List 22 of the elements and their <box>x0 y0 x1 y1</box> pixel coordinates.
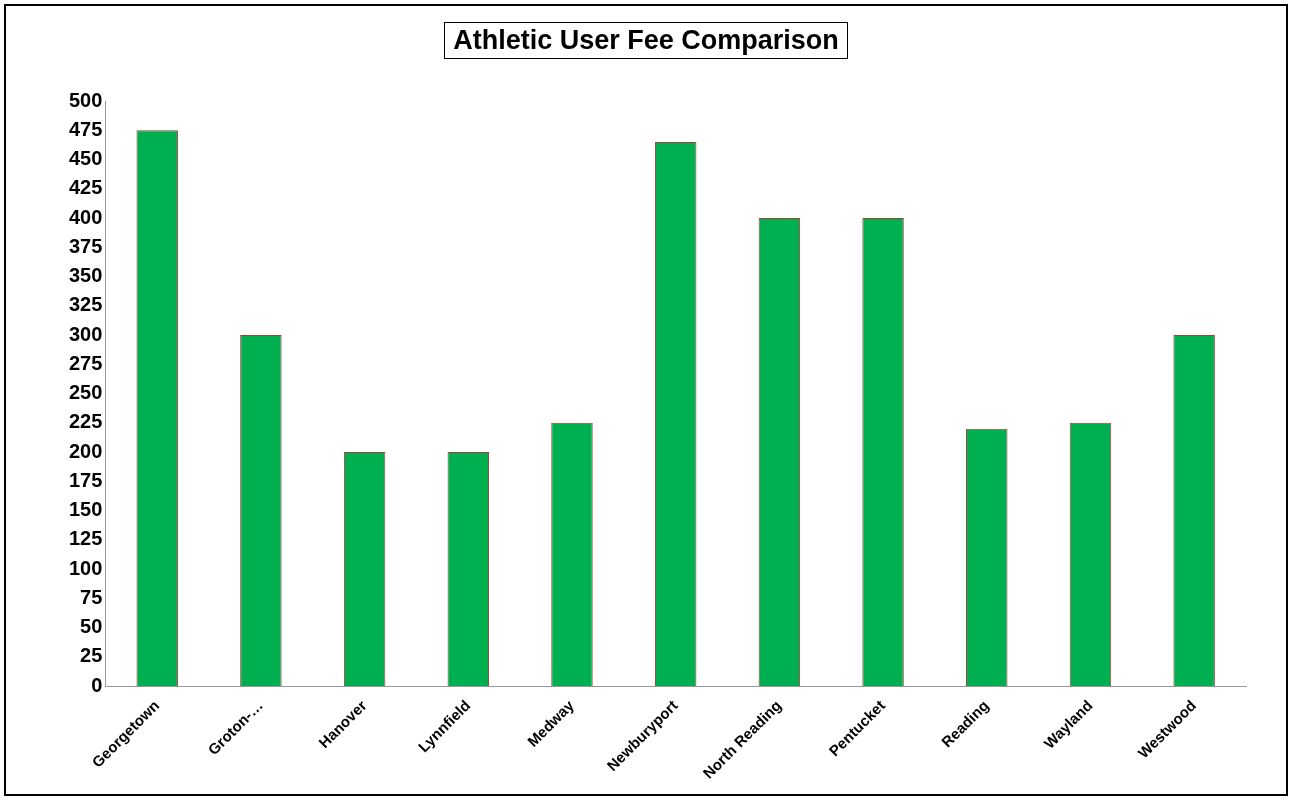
y-tick-label: 100 <box>68 556 103 579</box>
y-tick-label: 150 <box>68 498 103 521</box>
y-tick-label: 300 <box>68 322 103 345</box>
chart-title: Athletic User Fee Comparison <box>444 22 848 59</box>
y-tick-label: 375 <box>68 234 103 257</box>
y-tick-label: 25 <box>80 644 103 667</box>
y-tick-label: 175 <box>68 468 103 491</box>
y-tick-label: 425 <box>68 176 103 199</box>
y-tick-label: 400 <box>68 205 103 228</box>
y-tick-label: 500 <box>68 88 103 111</box>
y-tick-label: 0 <box>91 673 103 696</box>
y-tick-label: 225 <box>68 410 103 433</box>
y-tick-label: 75 <box>80 585 103 608</box>
y-tick-label: 275 <box>68 351 103 374</box>
y-tick-label: 50 <box>80 615 103 638</box>
y-tick-label: 450 <box>68 147 103 170</box>
y-tick-label: 125 <box>68 527 103 550</box>
y-tick-label: 325 <box>68 293 103 316</box>
y-tick-label: 350 <box>68 264 103 287</box>
y-tick-label: 475 <box>68 117 103 140</box>
y-tick-label: 200 <box>68 439 103 462</box>
y-tick-label: 250 <box>68 381 103 404</box>
